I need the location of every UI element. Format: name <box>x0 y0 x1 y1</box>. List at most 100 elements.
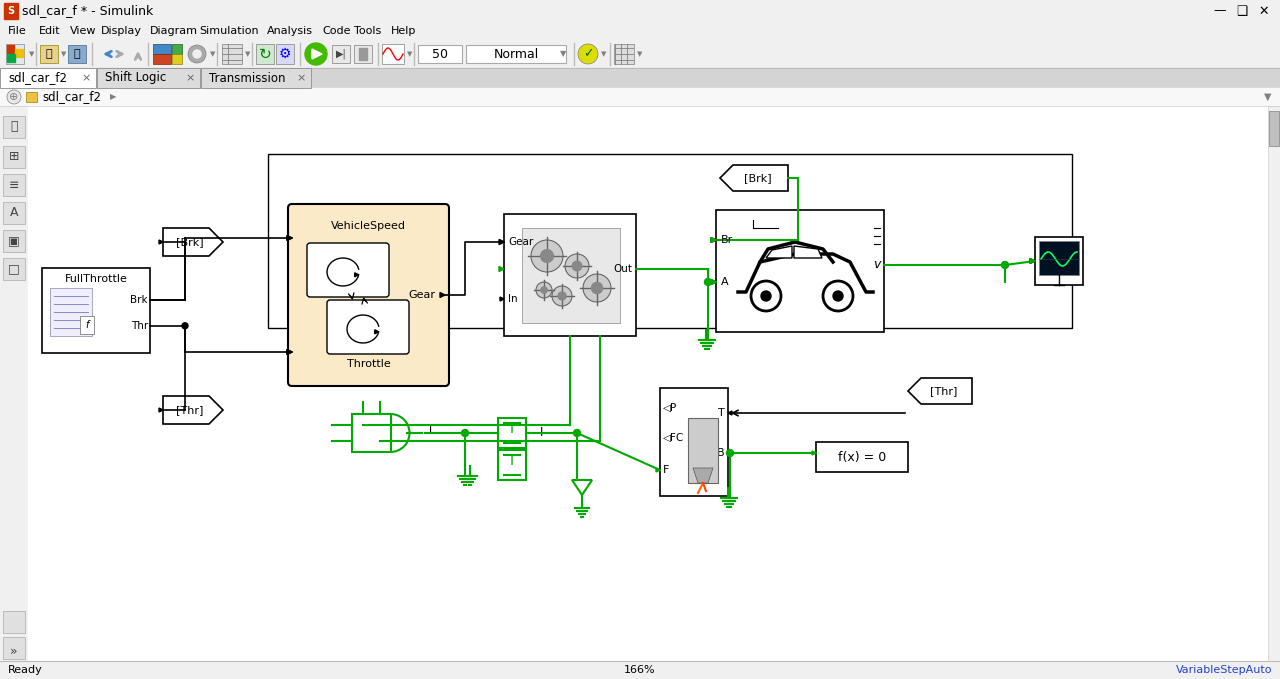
Circle shape <box>564 254 589 278</box>
Text: ▼: ▼ <box>637 51 643 57</box>
Text: T: T <box>428 424 434 437</box>
Text: B: B <box>717 448 724 458</box>
Bar <box>201 68 311 88</box>
Text: I: I <box>509 454 515 468</box>
Polygon shape <box>728 411 732 415</box>
Bar <box>3 258 26 280</box>
Bar <box>4 3 18 19</box>
Bar <box>1036 237 1083 285</box>
Text: 💾: 💾 <box>74 49 81 59</box>
Text: »: » <box>10 644 18 657</box>
Bar <box>3 174 26 196</box>
Bar <box>716 210 884 332</box>
Bar <box>0 68 1280 88</box>
Text: View: View <box>69 26 96 36</box>
Text: Out: Out <box>613 264 632 274</box>
Text: Code: Code <box>323 26 351 36</box>
Circle shape <box>188 45 206 63</box>
Bar <box>221 44 242 64</box>
Bar <box>0 88 1280 106</box>
Polygon shape <box>287 236 292 240</box>
Bar <box>50 288 92 336</box>
Bar <box>154 54 172 64</box>
Circle shape <box>462 430 468 437</box>
Text: Brk: Brk <box>131 295 148 306</box>
Bar <box>817 442 908 472</box>
Text: ⚙: ⚙ <box>279 47 292 61</box>
Circle shape <box>305 43 326 65</box>
Circle shape <box>582 274 611 302</box>
Polygon shape <box>287 350 292 354</box>
Bar <box>3 637 26 659</box>
Text: ×: × <box>82 73 91 83</box>
Text: □: □ <box>8 263 20 276</box>
Text: sdl_car_f2: sdl_car_f2 <box>42 90 101 103</box>
Circle shape <box>727 449 733 456</box>
Text: [Brk]: [Brk] <box>177 237 204 247</box>
Text: ▼: ▼ <box>602 51 607 57</box>
Bar <box>172 44 182 54</box>
Polygon shape <box>710 280 716 285</box>
Text: Diagram: Diagram <box>150 26 198 36</box>
FancyBboxPatch shape <box>307 243 389 297</box>
Circle shape <box>558 292 566 300</box>
Bar <box>614 44 634 64</box>
Text: 50: 50 <box>433 48 448 60</box>
Text: I: I <box>509 422 515 436</box>
Bar <box>3 230 26 252</box>
Polygon shape <box>908 378 972 404</box>
Text: [Thr]: [Thr] <box>929 386 957 396</box>
Polygon shape <box>710 238 716 242</box>
Text: ◁FC: ◁FC <box>663 433 685 443</box>
Text: ↻: ↻ <box>259 46 271 62</box>
Polygon shape <box>500 240 504 244</box>
Polygon shape <box>719 165 788 191</box>
Text: VariableStepAuto: VariableStepAuto <box>1175 665 1272 675</box>
FancyBboxPatch shape <box>288 204 449 386</box>
Text: Transmission: Transmission <box>209 71 285 84</box>
Circle shape <box>552 286 572 306</box>
Bar <box>68 45 86 63</box>
Text: File: File <box>8 26 27 36</box>
Polygon shape <box>159 408 163 412</box>
Bar <box>0 40 1280 68</box>
Text: 📁: 📁 <box>46 49 52 59</box>
Bar <box>6 44 24 64</box>
Circle shape <box>579 44 598 64</box>
Bar <box>660 388 728 496</box>
Text: In: In <box>508 294 517 304</box>
Polygon shape <box>500 297 504 301</box>
Bar <box>0 0 1280 22</box>
Polygon shape <box>765 246 792 258</box>
Bar <box>1268 111 1279 146</box>
Bar <box>15 49 23 57</box>
Polygon shape <box>812 451 817 455</box>
Text: Display: Display <box>100 26 141 36</box>
Text: Simulation: Simulation <box>200 26 259 36</box>
Polygon shape <box>1030 259 1036 263</box>
Text: Thr: Thr <box>131 320 148 331</box>
FancyBboxPatch shape <box>326 300 410 354</box>
Text: 166%: 166% <box>625 665 655 675</box>
Text: ❑: ❑ <box>1236 5 1248 18</box>
Text: S: S <box>8 6 14 16</box>
Bar <box>1039 241 1079 275</box>
Polygon shape <box>440 293 445 297</box>
Polygon shape <box>375 330 379 334</box>
Polygon shape <box>710 238 716 242</box>
Text: sdl_car_f2: sdl_car_f2 <box>8 71 67 84</box>
Text: F: F <box>663 465 669 475</box>
Text: 🔍: 🔍 <box>10 120 18 134</box>
Text: Shift Logic: Shift Logic <box>105 71 166 84</box>
Bar <box>3 146 26 168</box>
Circle shape <box>573 430 581 437</box>
Polygon shape <box>159 240 163 244</box>
Text: ×: × <box>296 73 306 83</box>
Text: ▼: ▼ <box>210 51 215 57</box>
Circle shape <box>1001 261 1009 268</box>
Polygon shape <box>710 280 716 285</box>
Circle shape <box>182 323 188 329</box>
Bar <box>40 45 58 63</box>
Text: A: A <box>721 277 728 287</box>
Circle shape <box>704 278 712 285</box>
